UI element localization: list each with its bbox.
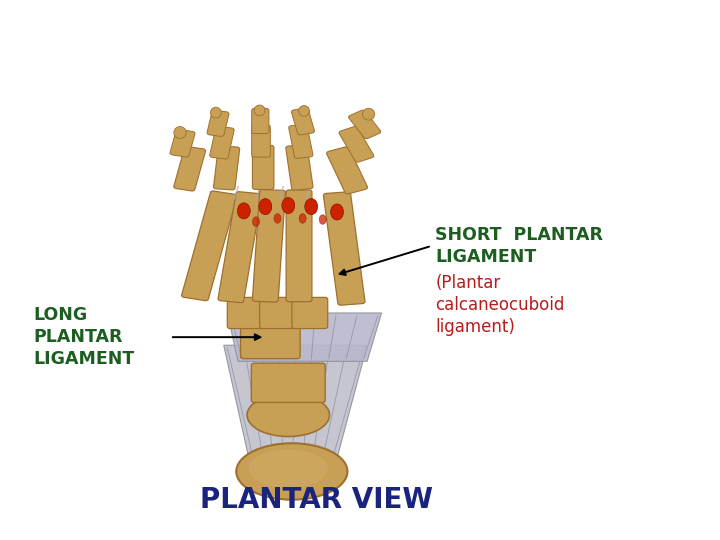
Polygon shape xyxy=(224,345,367,458)
Ellipse shape xyxy=(249,449,328,488)
Ellipse shape xyxy=(330,204,343,220)
Polygon shape xyxy=(228,313,382,361)
Ellipse shape xyxy=(210,107,221,118)
FancyBboxPatch shape xyxy=(323,192,365,305)
FancyBboxPatch shape xyxy=(207,110,229,137)
Ellipse shape xyxy=(247,394,330,436)
Ellipse shape xyxy=(254,105,265,116)
FancyBboxPatch shape xyxy=(253,190,285,302)
Ellipse shape xyxy=(305,199,318,215)
Text: PLANTAR VIEW: PLANTAR VIEW xyxy=(200,487,433,515)
FancyBboxPatch shape xyxy=(286,145,313,190)
FancyBboxPatch shape xyxy=(253,145,274,190)
FancyBboxPatch shape xyxy=(181,191,237,301)
FancyBboxPatch shape xyxy=(289,124,313,158)
Ellipse shape xyxy=(299,106,310,116)
FancyBboxPatch shape xyxy=(292,298,328,328)
Ellipse shape xyxy=(253,217,260,226)
FancyBboxPatch shape xyxy=(339,126,374,162)
FancyBboxPatch shape xyxy=(210,126,234,159)
Ellipse shape xyxy=(236,443,348,500)
Ellipse shape xyxy=(238,203,251,219)
Text: SHORT  PLANTAR
LIGAMENT: SHORT PLANTAR LIGAMENT xyxy=(436,226,603,266)
Ellipse shape xyxy=(174,126,186,138)
FancyBboxPatch shape xyxy=(327,147,368,194)
FancyBboxPatch shape xyxy=(218,192,261,302)
FancyBboxPatch shape xyxy=(260,298,295,328)
Ellipse shape xyxy=(274,214,281,223)
FancyBboxPatch shape xyxy=(170,130,195,157)
Text: (Plantar
calcaneocuboid
ligament): (Plantar calcaneocuboid ligament) xyxy=(436,274,564,336)
FancyBboxPatch shape xyxy=(292,108,315,135)
FancyBboxPatch shape xyxy=(174,146,206,191)
FancyBboxPatch shape xyxy=(348,110,381,139)
Ellipse shape xyxy=(299,214,306,223)
FancyBboxPatch shape xyxy=(240,326,300,359)
Ellipse shape xyxy=(362,109,374,120)
Ellipse shape xyxy=(319,215,326,224)
Ellipse shape xyxy=(259,199,271,215)
FancyBboxPatch shape xyxy=(251,363,325,402)
Text: LONG
PLANTAR
LIGAMENT: LONG PLANTAR LIGAMENT xyxy=(34,306,135,368)
FancyBboxPatch shape xyxy=(228,298,264,328)
Ellipse shape xyxy=(282,198,294,214)
FancyBboxPatch shape xyxy=(252,109,269,133)
FancyBboxPatch shape xyxy=(286,190,312,302)
FancyBboxPatch shape xyxy=(214,146,240,190)
FancyBboxPatch shape xyxy=(252,125,270,157)
